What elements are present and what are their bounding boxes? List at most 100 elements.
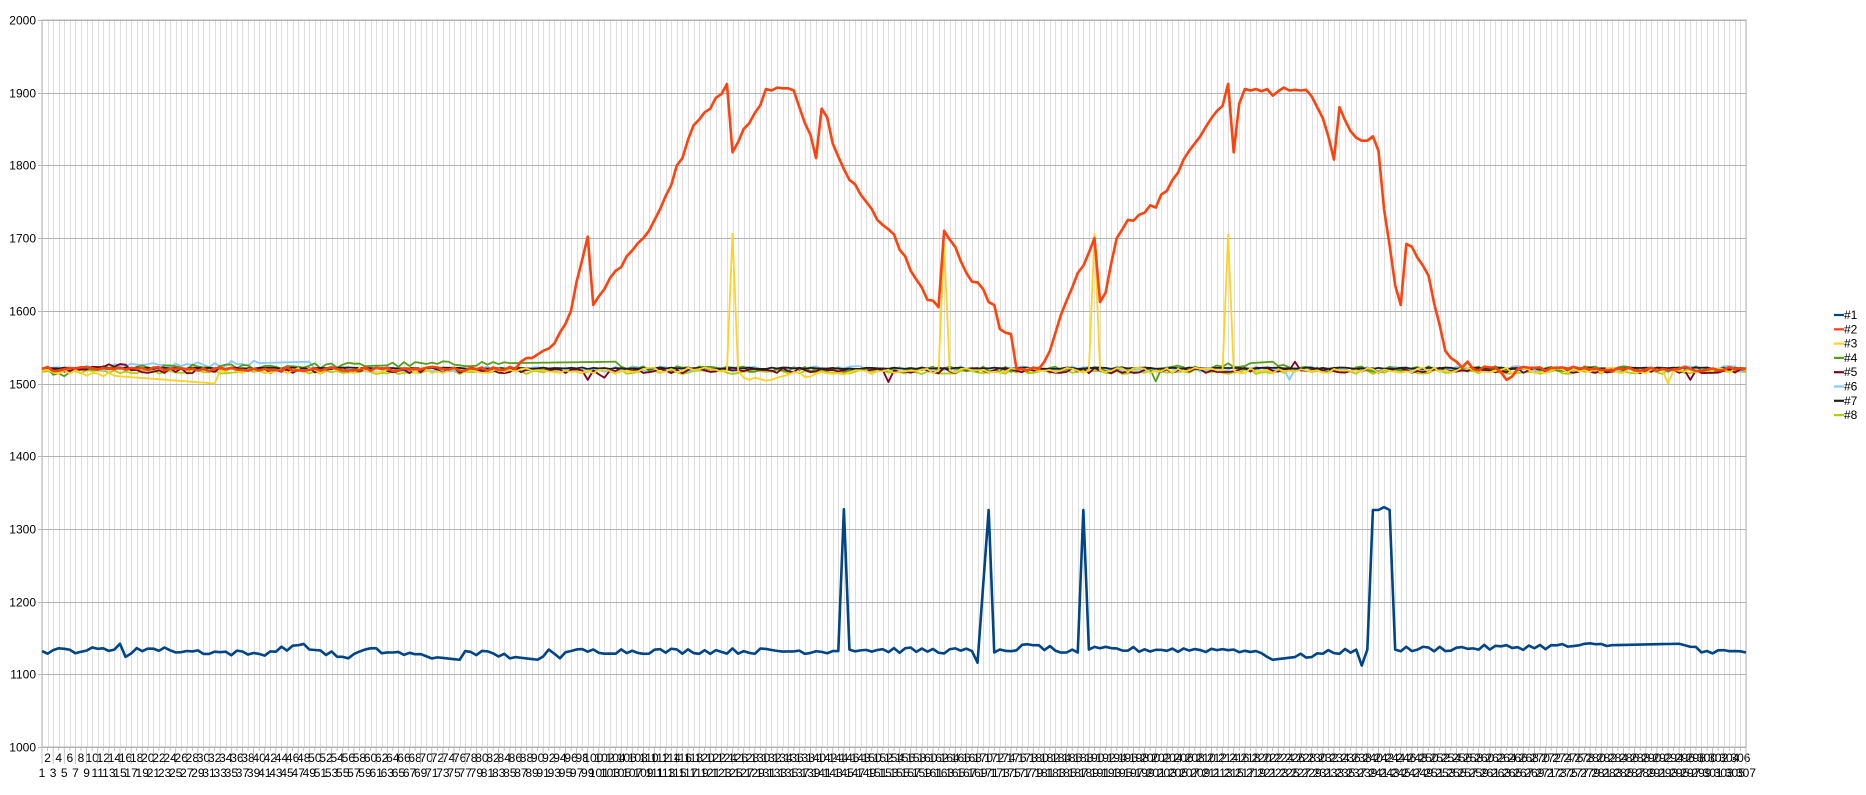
x-tick-label: 67 — [403, 766, 417, 780]
x-tick-label: 301 — [1703, 766, 1723, 780]
x-tick-label: 117 — [678, 766, 697, 780]
x-tick-label: 95 — [559, 766, 573, 780]
x-tick-label: 32 — [208, 751, 222, 765]
y-tick-label: 2000 — [9, 14, 36, 28]
x-tick-label: 205 — [1168, 766, 1188, 780]
plot-area — [41, 19, 1747, 748]
x-tick-label: 135 — [778, 766, 798, 780]
x-tick-label: 159 — [912, 766, 932, 780]
x-tick-label: 60 — [364, 751, 378, 765]
x-tick-label: 215 — [1224, 766, 1244, 780]
x-tick-label: 125 — [722, 766, 742, 780]
legend-label-6: #6 — [1844, 380, 1858, 394]
x-tick-label: 151 — [867, 766, 887, 780]
x-tick-label: 41 — [258, 766, 272, 780]
x-tick-label: 225 — [1279, 766, 1299, 780]
series-line-1 — [41, 505, 1747, 667]
x-tick-label: 6 — [66, 751, 73, 765]
x-tick-label: 101 — [589, 766, 609, 780]
x-tick-label: 74 — [442, 751, 456, 765]
x-tick-label: 175 — [1001, 766, 1021, 780]
x-tick-label: 113 — [656, 766, 675, 780]
x-tick-label: 259 — [1469, 766, 1489, 780]
grid — [41, 19, 1747, 748]
x-tick-label: 16 — [119, 751, 133, 765]
x-tick-label: 10 — [85, 751, 99, 765]
x-tick-label: 179 — [1023, 766, 1043, 780]
x-tick-label: 227 — [1290, 766, 1310, 780]
x-tick-label: 35 — [225, 766, 239, 780]
x-tick-label: 31 — [202, 766, 216, 780]
x-tick-label: 24 — [163, 751, 177, 765]
x-tick-label: 40 — [252, 751, 266, 765]
x-tick-label: 98 — [575, 751, 589, 765]
x-tick-label: 14 — [108, 751, 122, 765]
x-tick-label: 293 — [1658, 766, 1678, 780]
x-tick-label: 83 — [492, 766, 506, 780]
x-tick-label: 59 — [358, 766, 372, 780]
x-tick-label: 12 — [97, 751, 111, 765]
x-tick-label: 54 — [330, 751, 344, 765]
legend-label-7: #7 — [1844, 394, 1858, 408]
x-tick-label: 247 — [1402, 766, 1422, 780]
x-tick-label: 109 — [633, 766, 653, 780]
x-tick-label: 71 — [425, 766, 439, 780]
x-tick-label: 7 — [72, 766, 79, 780]
x-tick-label: 211 — [1202, 766, 1221, 780]
x-tick-label: 201 — [1146, 766, 1166, 780]
x-tick-label: 84 — [498, 751, 512, 765]
x-tick-label: 15 — [113, 766, 127, 780]
x-tick-label: 243 — [1380, 766, 1400, 780]
x-tick-label: 263 — [1491, 766, 1511, 780]
x-tick-label: 63 — [381, 766, 395, 780]
x-tick-label: 85 — [503, 766, 517, 780]
x-tick-label: 36 — [230, 751, 244, 765]
x-tick-label: 97 — [570, 766, 584, 780]
x-tick-label: 199 — [1135, 766, 1155, 780]
x-tick-label: 137 — [789, 766, 809, 780]
x-tick-label: 193 — [1101, 766, 1121, 780]
x-tick-label: 61 — [369, 766, 383, 780]
x-tick-label: 115 — [667, 766, 686, 780]
x-tick-label: 112 — [651, 751, 670, 765]
x-tick-label: 27 — [180, 766, 194, 780]
x-tick-label: 177 — [1012, 766, 1032, 780]
legend-label-5: #5 — [1844, 365, 1858, 379]
x-tick-label: 79 — [470, 766, 484, 780]
x-tick-label: 163 — [934, 766, 954, 780]
x-tick-label: 277 — [1569, 766, 1589, 780]
x-tick-label: 52 — [319, 751, 333, 765]
x-tick-label: 197 — [1123, 766, 1143, 780]
x-tick-label: 147 — [845, 766, 865, 780]
x-tick-label: 141 — [812, 766, 832, 780]
y-axis: 1000 1100 1200 1300 1400 1500 1600 1700 1800 1900… — [9, 14, 1746, 755]
x-tick-label: 303 — [1714, 766, 1734, 780]
x-tick-label: 153 — [878, 766, 898, 780]
x-tick-label: 127 — [734, 766, 754, 780]
x-tick-label: 167 — [956, 766, 976, 780]
x-tick-label: 213 — [1213, 766, 1233, 780]
x-tick-label: 107 — [622, 766, 642, 780]
x-tick-label: 306 — [1730, 751, 1750, 765]
x-tick-label: 295 — [1669, 766, 1689, 780]
x-tick-label: 241 — [1368, 766, 1388, 780]
x-tick-label: 42 — [264, 751, 278, 765]
x-tick-label: 80 — [475, 751, 489, 765]
x-tick-label: 119 — [690, 766, 709, 780]
x-tick-label: 70 — [420, 751, 434, 765]
x-tick-label: 72 — [431, 751, 445, 765]
x-tick-label: 44 — [275, 751, 289, 765]
x-tick-label: 161 — [923, 766, 943, 780]
x-tick-label: 235 — [1335, 766, 1355, 780]
x-tick-label: 145 — [834, 766, 854, 780]
x-tick-label: 181 — [1034, 766, 1054, 780]
x-tick-label: 5 — [61, 766, 68, 780]
x-tick-label: 2 — [44, 751, 51, 765]
x-tick-label: 253 — [1435, 766, 1455, 780]
x-tick-label: 43 — [269, 766, 283, 780]
x-tick-label: 173 — [990, 766, 1010, 780]
x-tick-label: 149 — [856, 766, 876, 780]
x-tick-label: 195 — [1112, 766, 1132, 780]
y-tick-label: 1000 — [9, 741, 36, 755]
x-tick-label: 3 — [50, 766, 57, 780]
